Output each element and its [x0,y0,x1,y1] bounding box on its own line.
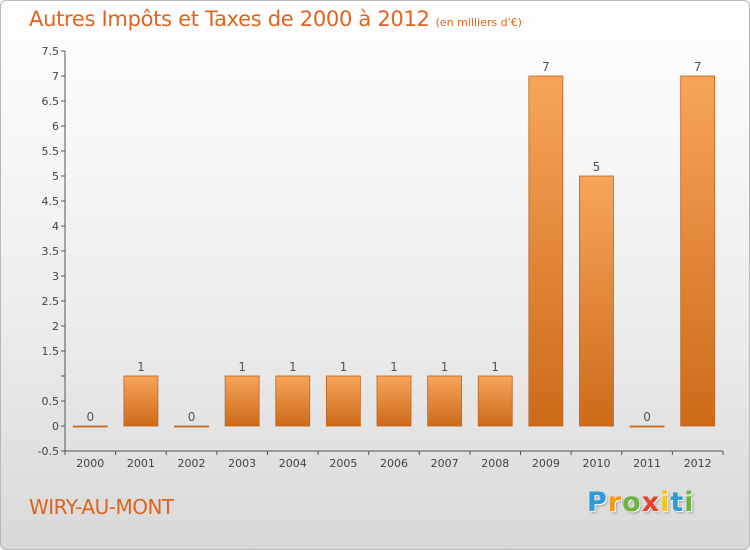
logo-letter: o [622,487,642,518]
y-tick-label: 2.5 [42,295,60,308]
logo-letter: P [587,487,608,518]
data-label: 7 [694,60,702,74]
x-tick-label: 2010 [582,457,610,470]
x-tick-label: 2003 [228,457,256,470]
data-label: 1 [289,360,297,374]
data-label: 0 [86,410,94,424]
bar [579,175,614,427]
bar [376,375,412,427]
data-label: 5 [593,160,601,174]
bar [325,375,361,427]
data-label: 0 [188,410,196,424]
data-label: 1 [441,360,449,374]
bar [477,375,513,427]
x-tick-label: 2000 [76,457,104,470]
y-tick-label: 4 [52,220,59,233]
y-tick-label: 5.5 [42,145,60,158]
y-tick-label: 3.5 [42,245,60,258]
x-tick-label: 2009 [532,457,560,470]
x-tick-label: 2012 [684,457,712,470]
logo-letter: r [607,487,623,518]
bar [680,75,716,427]
data-label: 7 [542,60,550,74]
bar [427,375,463,427]
x-tick-label: 2008 [481,457,509,470]
x-tick-label: 2002 [178,457,206,470]
chart-title: Autres Impôts et Taxes de 2000 à 2012 (en… [29,7,522,31]
data-label: 1 [491,360,499,374]
chart-unit: (en milliers d'€) [435,16,522,29]
y-tick-label: -0.5 [38,445,59,458]
town-name: WIRY-AU-MONT [29,495,174,519]
y-tick-label: 7 [52,70,59,83]
data-label: 1 [390,360,398,374]
y-tick-label: 0 [52,420,59,433]
x-tick-label: 2011 [633,457,661,470]
bar [275,375,311,427]
y-tick-label: 5 [52,170,59,183]
bar [528,75,564,427]
data-label: 1 [238,360,246,374]
y-tick-label: 7.5 [42,45,60,58]
bar [174,425,209,428]
y-tick-label: 4.5 [42,195,60,208]
logo-letter: x [641,487,661,518]
y-tick-label: 6 [52,120,59,133]
logo-letter: i [660,487,671,518]
bar [123,375,159,427]
proxiti-logo: Proxiti [587,487,695,518]
x-tick-label: 2007 [431,457,459,470]
bar [629,425,665,428]
chart-title-text: Autres Impôts et Taxes de 2000 à 2012 [29,7,430,31]
y-tick-label: 3 [52,270,59,283]
bar [224,375,260,427]
x-tick-label: 2005 [329,457,357,470]
data-label: 1 [137,360,145,374]
data-label: 1 [340,360,348,374]
logo-letter: t [670,487,685,518]
data-label: 0 [643,410,651,424]
logo-letter: i [684,487,695,518]
y-tick-label: 6.5 [42,95,60,108]
x-tick-label: 2004 [279,457,307,470]
x-tick-label: 2001 [127,457,155,470]
y-tick-label: 1.5 [42,345,60,358]
x-tick-label: 2006 [380,457,408,470]
bar [72,425,108,428]
y-tick-label: 0.5 [42,395,60,408]
y-tick-label: 2 [52,320,59,333]
